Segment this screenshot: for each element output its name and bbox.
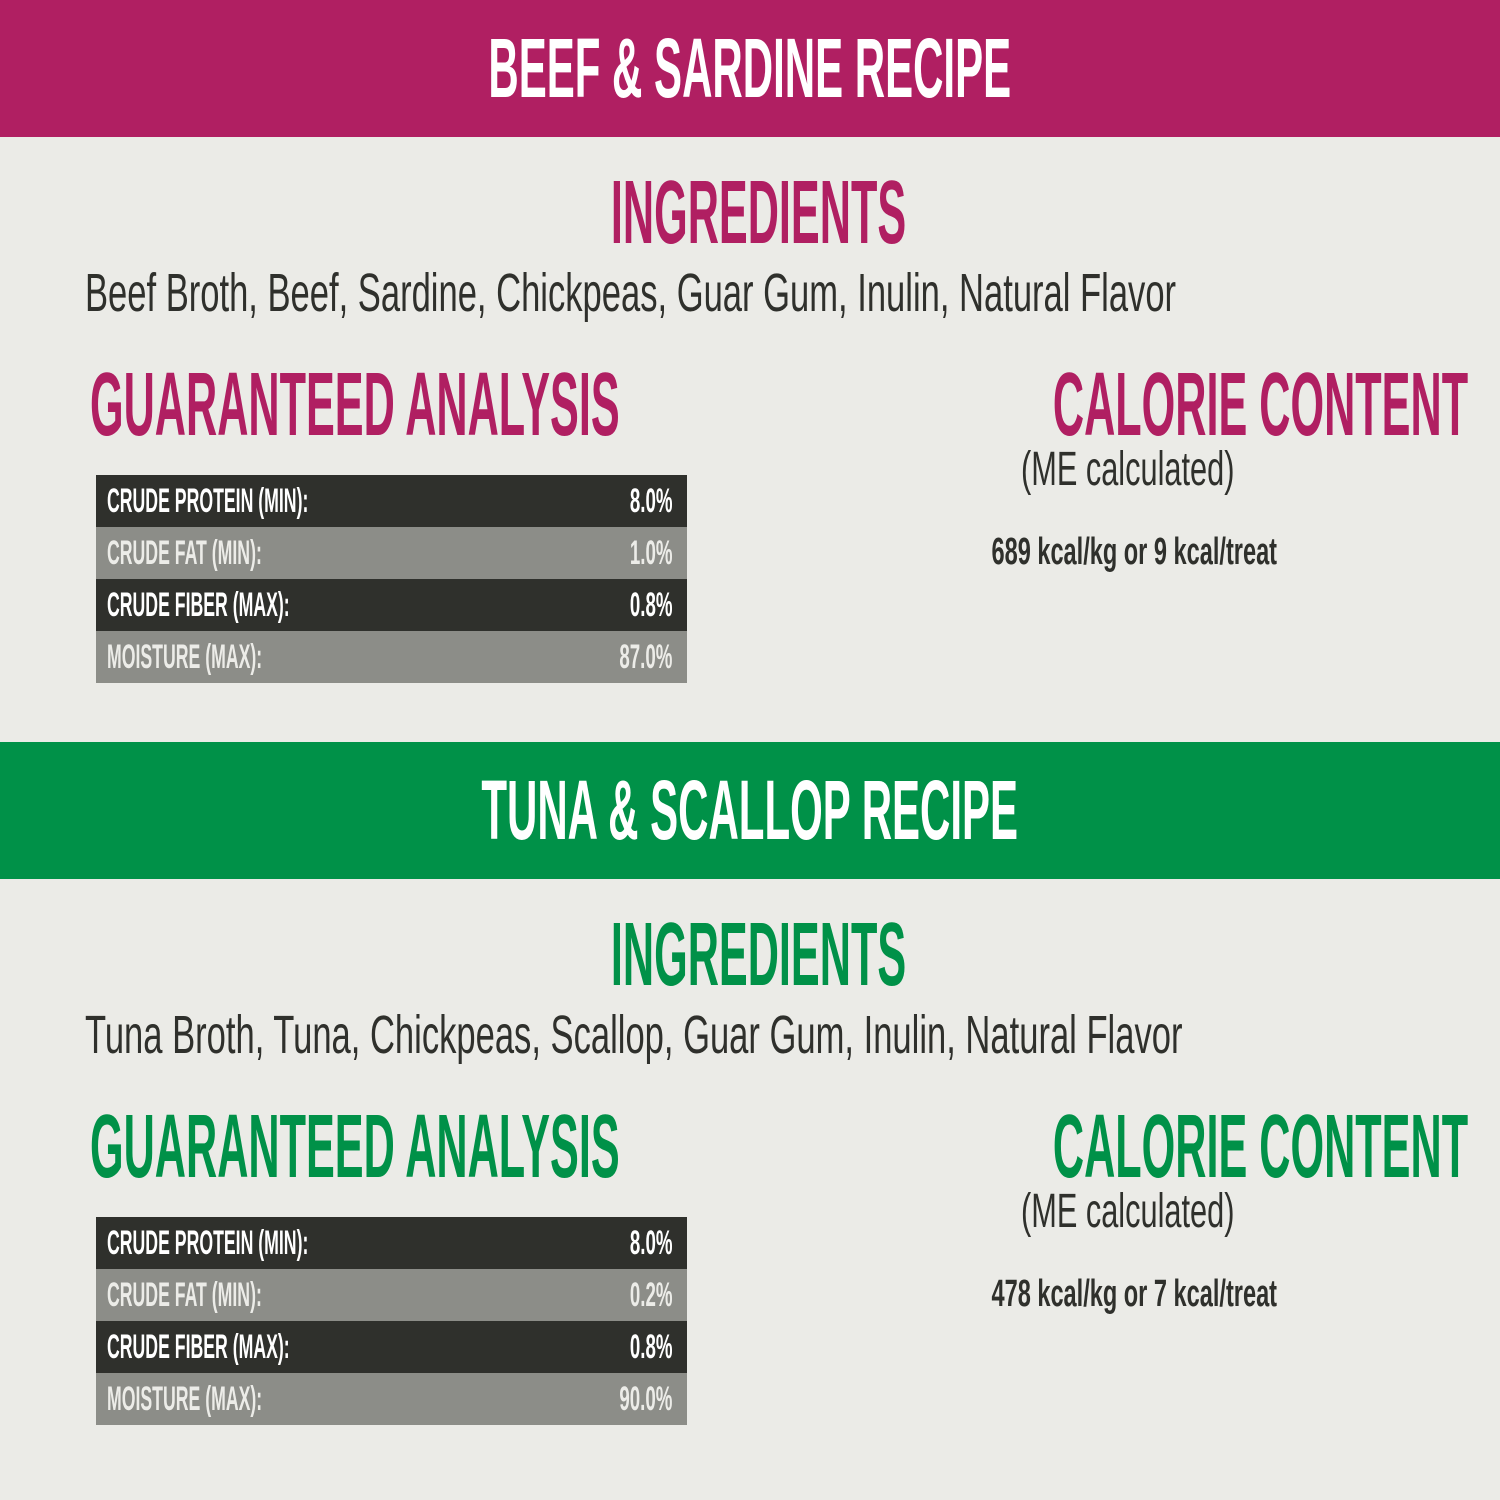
- analysis-label-box: CRUDE FAT (MIN):: [107, 1278, 507, 1312]
- section-title-box: BEEF & SARDINE RECIPE: [0, 26, 1500, 110]
- analysis-label-box: MOISTURE (MAX):: [107, 640, 507, 674]
- analysis-label-box: CRUDE FIBER (MAX):: [107, 588, 507, 622]
- analysis-row: [96, 1217, 687, 1269]
- analysis-heading-box: GUARANTEED ANALYSIS: [90, 1102, 790, 1192]
- analysis-heading-box: GUARANTEED ANALYSIS: [90, 360, 790, 450]
- analysis-value: 87.0%: [618, 638, 672, 676]
- section-title: TUNA & SCALLOP RECIPE: [481, 763, 1019, 857]
- analysis-value: 0.8%: [629, 586, 672, 624]
- ingredients-heading: INGREDIENTS: [611, 905, 907, 1005]
- analysis-label-box: CRUDE FIBER (MAX):: [107, 1330, 507, 1364]
- ingredients-text: Beef Broth, Beef, Sardine, Chickpeas, Gu…: [85, 263, 1177, 323]
- title-band: [0, 0, 1500, 137]
- analysis-label: CRUDE PROTEIN (MIN):: [107, 482, 309, 520]
- analysis-label: CRUDE PROTEIN (MIN):: [107, 1224, 309, 1262]
- analysis-value: 1.0%: [629, 534, 672, 572]
- analysis-value-box: 8.0%: [472, 484, 672, 518]
- ingredients-heading-box: INGREDIENTS: [0, 910, 1500, 1000]
- ingredients-heading-box: INGREDIENTS: [0, 168, 1500, 258]
- analysis-row: [96, 1321, 687, 1373]
- calorie-heading: CALORIE CONTENT: [1052, 355, 1469, 455]
- analysis-label: CRUDE FAT (MIN):: [107, 534, 262, 572]
- section-title: BEEF & SARDINE RECIPE: [488, 21, 1012, 115]
- analysis-label-box: CRUDE PROTEIN (MIN):: [107, 1226, 507, 1260]
- calorie-note: (ME calculated): [1021, 443, 1235, 496]
- analysis-label-box: CRUDE FAT (MIN):: [107, 536, 507, 570]
- analysis-label: MOISTURE (MAX):: [107, 638, 263, 676]
- calorie-text-box: 478 kcal/kg or 7 kcal/treat: [834, 1275, 1434, 1313]
- analysis-label: CRUDE FIBER (MAX):: [107, 586, 290, 624]
- analysis-heading: GUARANTEED ANALYSIS: [90, 355, 620, 455]
- analysis-value-box: 0.8%: [472, 588, 672, 622]
- analysis-row: [96, 475, 687, 527]
- analysis-value: 0.2%: [629, 1276, 672, 1314]
- analysis-value-box: 90.0%: [472, 1382, 672, 1416]
- analysis-value-box: 87.0%: [472, 640, 672, 674]
- analysis-label: CRUDE FIBER (MAX):: [107, 1328, 290, 1366]
- calorie-note-box: (ME calculated): [828, 1188, 1428, 1236]
- analysis-value-box: 0.8%: [472, 1330, 672, 1364]
- calorie-note-box: (ME calculated): [828, 446, 1428, 494]
- analysis-value: 90.0%: [618, 1380, 672, 1418]
- calorie-text-box: 689 kcal/kg or 9 kcal/treat: [834, 533, 1434, 571]
- analysis-heading: GUARANTEED ANALYSIS: [90, 1097, 620, 1197]
- analysis-row: [96, 1269, 687, 1321]
- analysis-row: [96, 579, 687, 631]
- analysis-value-box: 8.0%: [472, 1226, 672, 1260]
- calorie-text: 689 kcal/kg or 9 kcal/treat: [991, 531, 1277, 573]
- section-title-box: TUNA & SCALLOP RECIPE: [0, 768, 1500, 852]
- ingredients-text-box: Tuna Broth, Tuna, Chickpeas, Scallop, Gu…: [85, 1008, 1485, 1062]
- ingredients-text: Tuna Broth, Tuna, Chickpeas, Scallop, Gu…: [85, 1005, 1183, 1065]
- ingredients-heading: INGREDIENTS: [611, 163, 907, 263]
- title-band: [0, 742, 1500, 879]
- analysis-label: CRUDE FAT (MIN):: [107, 1276, 262, 1314]
- analysis-value-box: 0.2%: [472, 1278, 672, 1312]
- analysis-label: MOISTURE (MAX):: [107, 1380, 263, 1418]
- analysis-value: 0.8%: [629, 1328, 672, 1366]
- ingredients-text-box: Beef Broth, Beef, Sardine, Chickpeas, Gu…: [85, 266, 1485, 320]
- calorie-heading-box: CALORIE CONTENT: [828, 1102, 1468, 1192]
- analysis-row: [96, 527, 687, 579]
- analysis-value: 8.0%: [629, 482, 672, 520]
- calorie-note: (ME calculated): [1021, 1185, 1235, 1238]
- analysis-row: [96, 631, 687, 683]
- analysis-row: [96, 1373, 687, 1425]
- analysis-value: 8.0%: [629, 1224, 672, 1262]
- calorie-text: 478 kcal/kg or 7 kcal/treat: [991, 1273, 1277, 1315]
- calorie-heading: CALORIE CONTENT: [1052, 1097, 1469, 1197]
- analysis-value-box: 1.0%: [472, 536, 672, 570]
- analysis-label-box: CRUDE PROTEIN (MIN):: [107, 484, 507, 518]
- calorie-heading-box: CALORIE CONTENT: [828, 360, 1468, 450]
- analysis-label-box: MOISTURE (MAX):: [107, 1382, 507, 1416]
